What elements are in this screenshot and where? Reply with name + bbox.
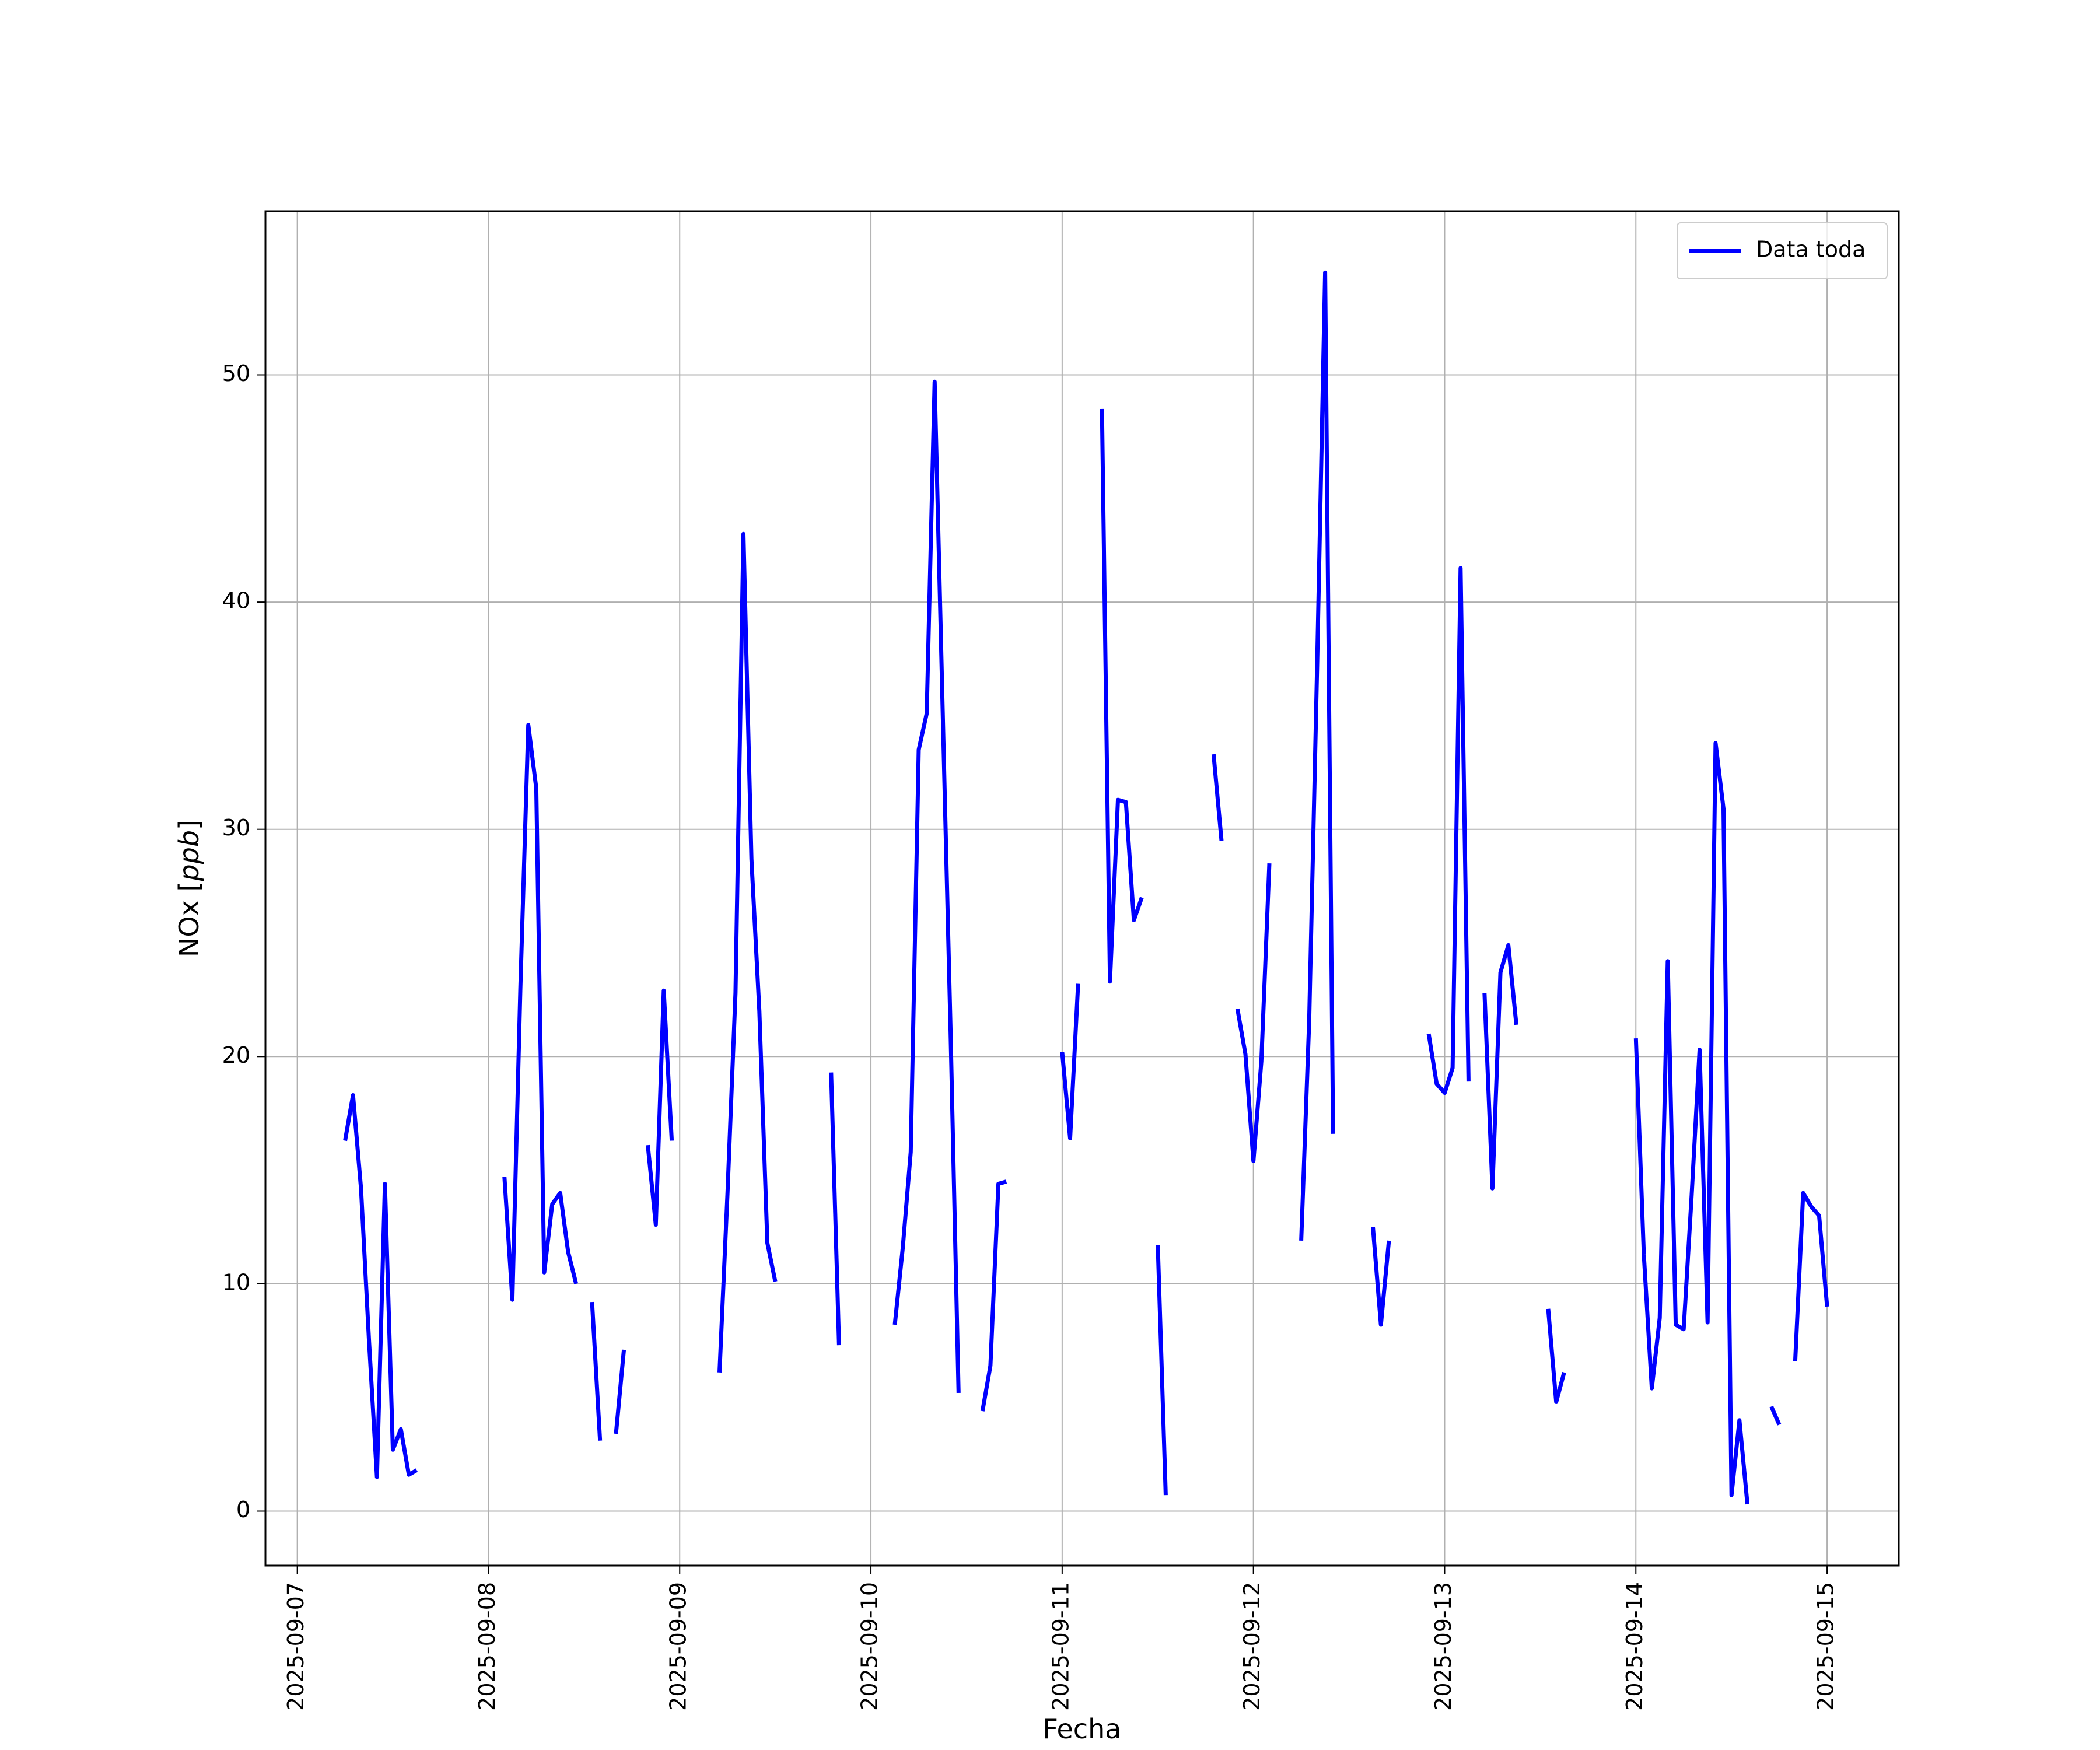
- x-tick-label: 2025-09-13: [1430, 1582, 1456, 1711]
- y-tick-label: 50: [222, 360, 250, 386]
- y-axis-label: NOx [ppb]: [173, 820, 205, 957]
- series-lines: [343, 270, 1829, 1505]
- y-axis-label-unit: ppb: [173, 830, 205, 882]
- plot-frame: [264, 210, 1900, 1567]
- x-tick-label: 2025-09-15: [1813, 1582, 1839, 1711]
- series-segment: [1060, 984, 1080, 1141]
- x-tick-label: 2025-09-07: [283, 1582, 309, 1711]
- series-segment: [1633, 741, 1749, 1505]
- x-axis-label: Fecha: [1043, 1713, 1122, 1745]
- series-segment: [892, 379, 961, 1393]
- series-segment: [590, 1301, 603, 1441]
- y-tick-label: 0: [236, 1497, 250, 1522]
- series-segment: [980, 1180, 1007, 1412]
- series-segment: [614, 1349, 626, 1434]
- y-tick-label: 10: [222, 1269, 250, 1295]
- y-tick-label: 30: [222, 815, 250, 841]
- x-tick-label: 2025-09-12: [1239, 1582, 1265, 1711]
- series-segment: [1100, 408, 1144, 984]
- series-segment: [1211, 754, 1224, 841]
- legend-label: Data toda: [1756, 237, 1866, 262]
- y-axis-label-main: NOx [: [173, 881, 205, 957]
- series-segment: [646, 988, 674, 1227]
- axis-ticks: 2025-09-07 2025-09-08 2025-09-09 2025-09-10…: [222, 360, 1839, 1711]
- series-segment: [343, 1093, 418, 1479]
- series-segment: [1426, 566, 1471, 1096]
- grid-lines: [265, 211, 1899, 1566]
- series-segment: [718, 531, 778, 1373]
- x-tick-label: 2025-09-11: [1048, 1582, 1073, 1711]
- x-tick-label: 2025-09-14: [1622, 1582, 1647, 1711]
- x-tick-label: 2025-09-08: [474, 1582, 500, 1711]
- series-segment: [1299, 270, 1335, 1241]
- series-segment: [1793, 1191, 1829, 1362]
- series-segment: [1371, 1227, 1391, 1327]
- x-tick-label: 2025-09-10: [857, 1582, 883, 1711]
- series-segment: [1769, 1405, 1782, 1426]
- series-segment: [1482, 943, 1518, 1191]
- y-axis-label-close: ]: [173, 820, 205, 830]
- legend-box: [1676, 222, 1888, 279]
- x-tick-label: 2025-09-09: [666, 1582, 691, 1711]
- series-segment: [1546, 1308, 1566, 1404]
- legend: Data toda: [1676, 222, 1888, 279]
- series-segment: [1235, 863, 1272, 1163]
- y-tick-label: 40: [222, 588, 250, 614]
- series-segment: [502, 723, 579, 1302]
- y-tick-label: 20: [222, 1042, 250, 1068]
- series-segment: [829, 1072, 841, 1346]
- series-segment: [1156, 1245, 1168, 1496]
